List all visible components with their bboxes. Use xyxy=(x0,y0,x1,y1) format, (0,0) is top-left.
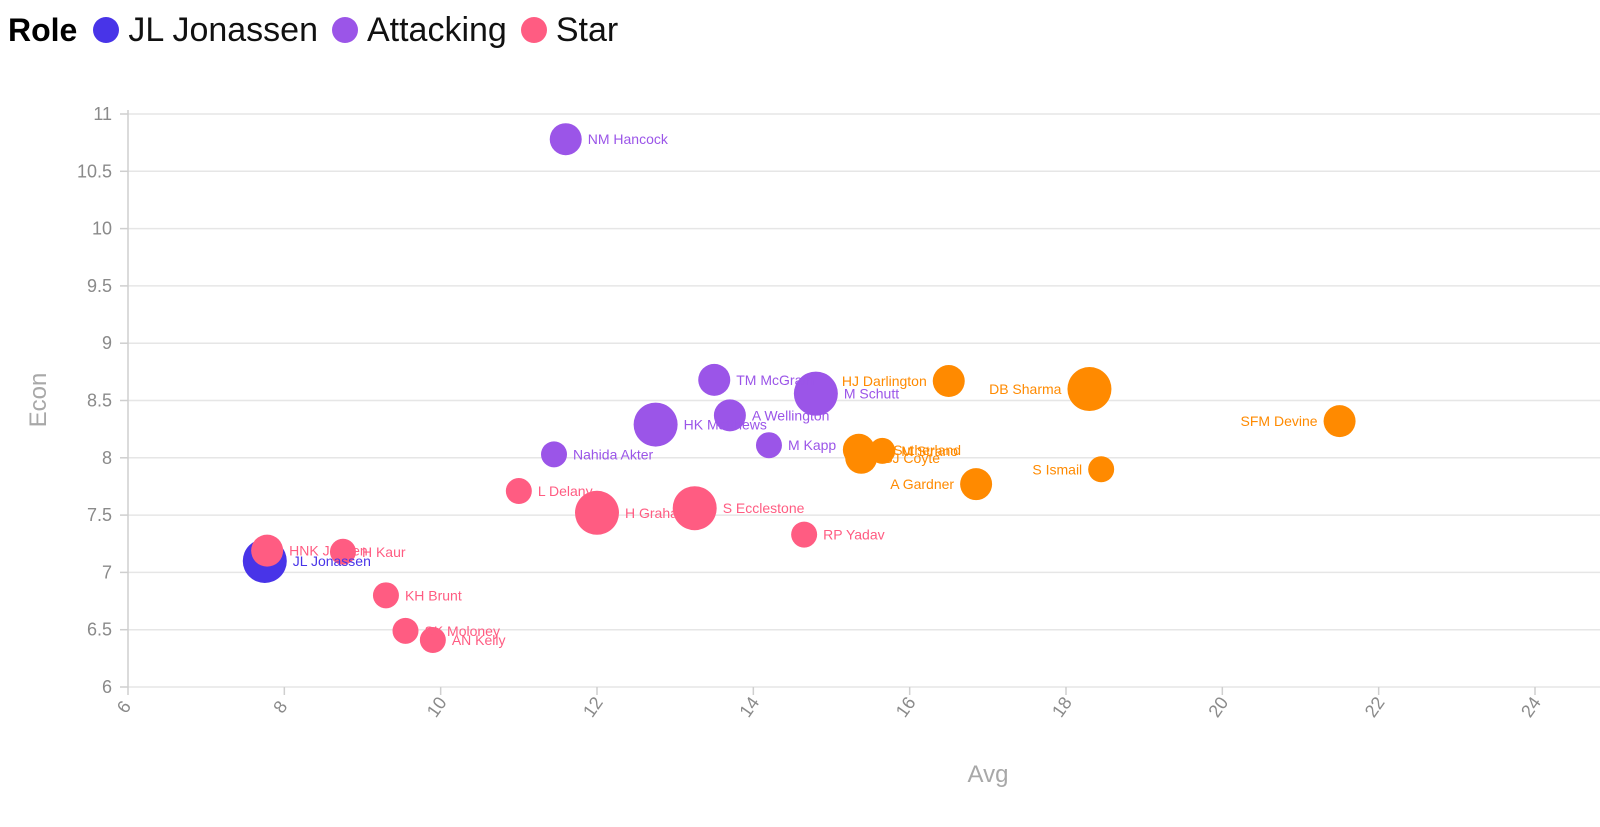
point-labels: HJ Darlington DB Sharma SFM Devine S Ismail… xyxy=(289,131,1318,648)
x-tick-label: 8 xyxy=(269,697,291,717)
x-tick-label: 10 xyxy=(423,693,451,721)
y-tick-label: 6 xyxy=(102,677,112,697)
x-tick-label: 18 xyxy=(1048,693,1076,721)
legend-label-jl-jonassen: JL Jonassen xyxy=(128,10,318,49)
point-label-tm-mcgrath: TM McGrath xyxy=(736,372,814,388)
x-tick-label: 14 xyxy=(735,693,763,721)
y-tick-label: 9 xyxy=(102,333,112,353)
x-tick-label: 12 xyxy=(579,693,607,721)
point-sj-coyte[interactable] xyxy=(845,441,878,474)
point-label-m-strano: M Strano xyxy=(901,443,958,459)
point-label-an-kelly: AN Kelly xyxy=(452,632,506,648)
point-nm-hancock[interactable] xyxy=(549,123,582,156)
grid xyxy=(128,113,1600,688)
point-hnk-jensen[interactable] xyxy=(251,534,284,567)
point-m-kapp[interactable] xyxy=(755,432,782,459)
legend-swatch-attacking xyxy=(331,17,358,43)
y-tick-label: 10 xyxy=(92,219,112,239)
point-label-hj-darlington: HJ Darlington xyxy=(842,373,927,389)
point-sk-moloney[interactable] xyxy=(392,617,419,644)
y-tick-label: 7.5 xyxy=(87,505,112,525)
x-tick-label: 22 xyxy=(1361,693,1389,721)
legend-label-attacking: Attacking xyxy=(366,10,507,49)
point-label-m-kapp: M Kapp xyxy=(788,437,836,453)
x-tick-label: 20 xyxy=(1204,693,1232,721)
point-label-s-ismail: S Ismail xyxy=(1032,461,1082,477)
point-label-l-delany: L Delany xyxy=(538,483,593,499)
point-nahida-akter[interactable] xyxy=(541,441,568,468)
point-label-kh-brunt: KH Brunt xyxy=(405,587,462,603)
point-label-hnk-jensen: HNK Jensen xyxy=(289,543,368,559)
legend-item-jl-jonassen[interactable]: JL Jonassen xyxy=(93,11,318,50)
y-tick-label: 6.5 xyxy=(87,620,112,640)
point-s-ismail[interactable] xyxy=(1088,456,1115,483)
point-h-kaur[interactable] xyxy=(329,538,356,565)
point-label-sj-coyte: SJ Coyte xyxy=(883,450,940,466)
point-label-a-gardner: A Gardner xyxy=(890,476,954,492)
y-tick-label: 11 xyxy=(93,104,112,124)
x-tick-label: 24 xyxy=(1517,693,1545,721)
legend-item-star[interactable]: Star xyxy=(520,10,619,50)
x-tick-label: 6 xyxy=(113,697,135,717)
y-tick-label: 7 xyxy=(102,562,112,582)
legend-label-star: Star xyxy=(555,10,619,49)
point-db-sharma[interactable] xyxy=(1067,367,1112,412)
point-label-jl-jonassen: JL Jonassen xyxy=(293,553,371,569)
point-label-h-graham: H Graham xyxy=(625,505,690,521)
y-tick-label: 8 xyxy=(102,448,112,468)
point-h-graham[interactable] xyxy=(575,490,619,535)
point-m-strano[interactable] xyxy=(869,437,896,464)
point-label-db-sharma: DB Sharma xyxy=(989,381,1062,397)
legend-item-attacking[interactable]: Attacking xyxy=(331,10,507,50)
legend-title: Role xyxy=(8,11,78,48)
point-l-delany[interactable] xyxy=(505,478,532,505)
point-a-wellington[interactable] xyxy=(713,399,746,432)
y-tick-label: 9.5 xyxy=(87,276,112,296)
point-label-m-schutt: M Schutt xyxy=(844,386,899,402)
point-label-sfm-devine: SFM Devine xyxy=(1241,413,1318,429)
point-label-nm-hancock: NM Hancock xyxy=(588,131,669,147)
point-label-hk-matthews: HK Matthews xyxy=(684,417,767,433)
point-s-ecclestone[interactable] xyxy=(672,486,717,531)
point-label-h-kaur: H Kaur xyxy=(362,544,406,560)
point-tm-mcgrath[interactable] xyxy=(698,363,731,396)
x-axis-title: Avg xyxy=(968,761,1009,788)
point-label-a-wellington: A Wellington xyxy=(752,407,830,423)
legend-swatch-star xyxy=(520,17,547,43)
y-axis-title: Econ xyxy=(25,373,52,428)
point-sfm-devine[interactable] xyxy=(1323,405,1356,438)
y-tick-label: 10.5 xyxy=(77,161,112,181)
point-label-sk-moloney: SK Moloney xyxy=(424,623,499,639)
point-label-a-sutherland: A Sutherland xyxy=(881,442,961,458)
point-label-s-ecclestone: S Ecclestone xyxy=(723,500,805,516)
legend-swatch-jl-jonassen xyxy=(93,17,120,43)
y-tick-label: 8.5 xyxy=(87,391,112,411)
legend: Role JL Jonassen Attacking Star xyxy=(8,8,632,52)
point-label-rp-yadav: RP Yadav xyxy=(823,527,885,543)
point-rp-yadav[interactable] xyxy=(791,521,818,548)
point-hk-matthews[interactable] xyxy=(633,402,678,447)
point-label-nahida-akter: Nahida Akter xyxy=(573,446,653,462)
point-kh-brunt[interactable] xyxy=(372,582,399,609)
data-points xyxy=(242,123,1356,654)
point-an-kelly[interactable] xyxy=(419,627,446,654)
point-m-schutt[interactable] xyxy=(793,371,838,416)
point-hj-darlington[interactable] xyxy=(932,365,965,398)
x-tick-label: 16 xyxy=(892,693,920,721)
point-a-gardner[interactable] xyxy=(960,468,993,501)
